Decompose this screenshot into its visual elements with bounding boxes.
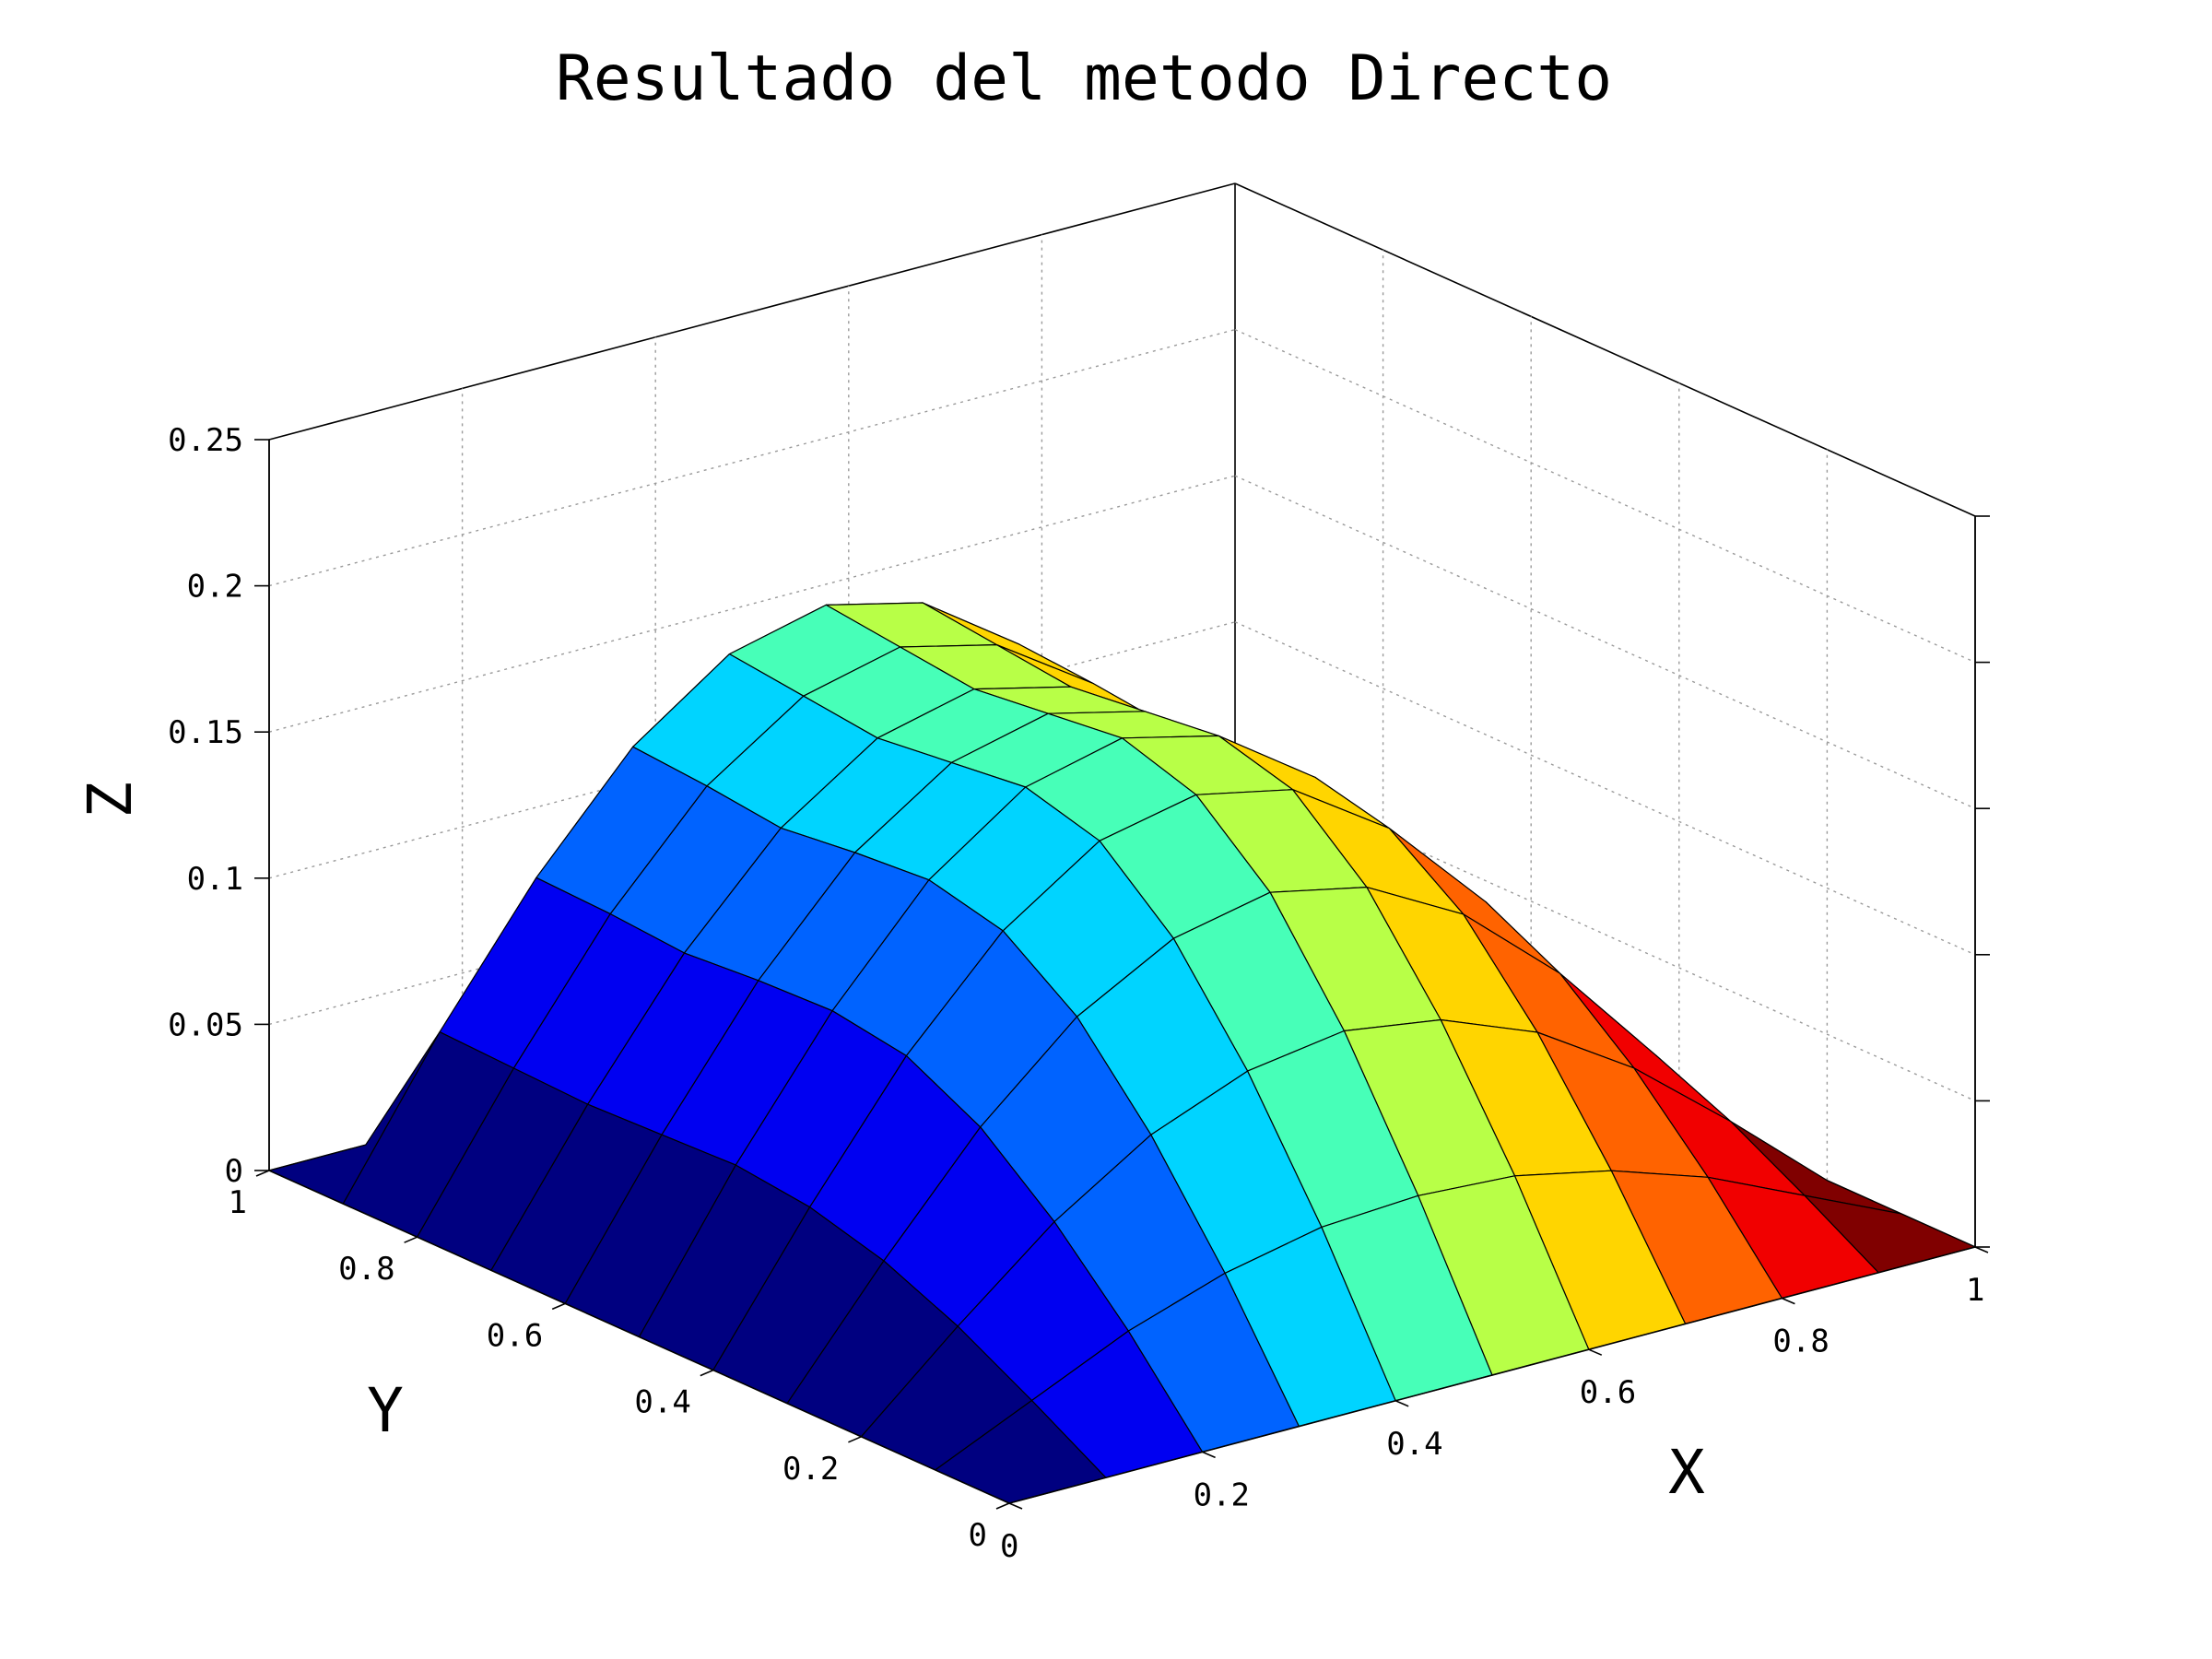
y-tick-label: 1 <box>229 1184 247 1221</box>
x-tick-label: 0.4 <box>1386 1426 1442 1463</box>
box-edge <box>1234 182 1976 517</box>
grid-line <box>1234 328 1976 664</box>
box-edge <box>268 1170 1010 1504</box>
z-tick-label: 0.05 <box>168 1006 243 1043</box>
x-tick <box>1008 1502 1023 1510</box>
grid-line <box>1234 475 1976 809</box>
x-tick <box>1394 1400 1409 1407</box>
x-tick <box>1588 1348 1603 1356</box>
z-axis-label: Z <box>75 782 146 818</box>
y-tick <box>404 1236 418 1243</box>
x-tick-label: 0.6 <box>1580 1374 1636 1411</box>
y-tick-label: 0.2 <box>782 1451 839 1488</box>
x-tick-label: 1 <box>1966 1272 1984 1309</box>
x-tick <box>1202 1451 1216 1459</box>
y-tick-label: 0.4 <box>634 1384 690 1421</box>
y-tick <box>848 1436 862 1443</box>
y-tick <box>255 1170 270 1177</box>
z-tick-label: 0.25 <box>168 422 243 459</box>
x-tick <box>1782 1297 1795 1305</box>
z-tick-label: 0.15 <box>168 714 243 751</box>
axes-box-front <box>268 440 1976 1504</box>
y-tick <box>995 1502 1010 1510</box>
x-tick-label: 0.8 <box>1772 1324 1829 1360</box>
surface-mesh <box>268 602 1976 1504</box>
grid-line <box>268 328 1236 587</box>
x-tick <box>1974 1246 1989 1253</box>
y-tick-label: 0.8 <box>338 1251 394 1288</box>
z-tick-label: 0.1 <box>187 861 243 898</box>
y-tick-label: 0.6 <box>487 1317 543 1354</box>
y-tick <box>700 1369 714 1377</box>
z-tick-label: 0.2 <box>187 569 243 606</box>
x-tick-label: 0 <box>1000 1528 1018 1565</box>
box-edge <box>1008 1246 1976 1504</box>
axis-ticks: 00.050.10.150.20.2500.20.40.60.8100.20.4… <box>168 422 1990 1565</box>
box-edge <box>268 182 1236 441</box>
y-axis-label: Y <box>367 1375 404 1446</box>
x-axis-label: X <box>1668 1437 1705 1508</box>
y-tick <box>551 1302 566 1311</box>
x-tick-label: 0.2 <box>1194 1477 1250 1513</box>
grid-line <box>1234 621 1976 956</box>
z-tick-label: 0 <box>225 1153 243 1190</box>
y-tick-label: 0 <box>969 1517 987 1554</box>
chart-title: Resultado del metodo Directo <box>556 42 1612 115</box>
